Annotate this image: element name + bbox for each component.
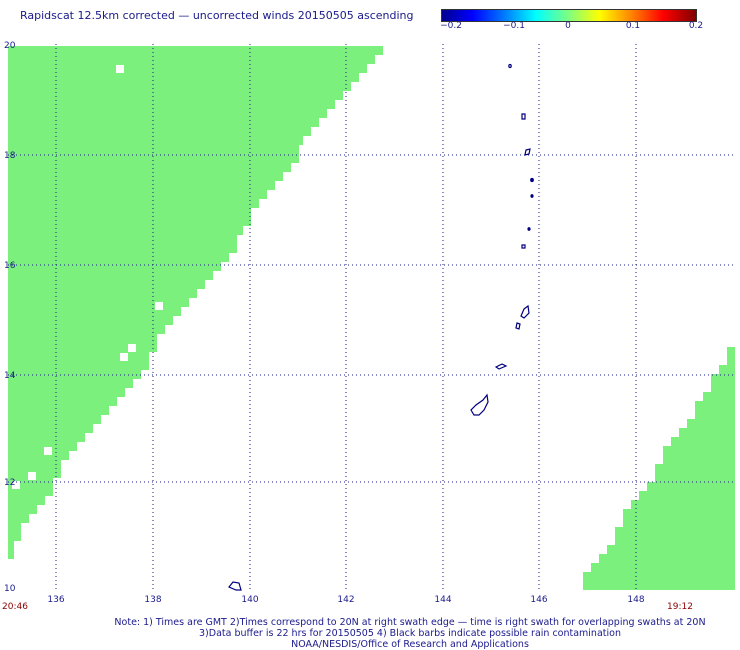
footnotes: Note: 1) Times are GMT 2)Times correspon…	[0, 617, 740, 650]
missing-data-cell	[120, 353, 128, 361]
lat-label: 12	[4, 478, 15, 488]
lon-label: 144	[434, 595, 451, 605]
missing-data-cell	[155, 302, 163, 310]
lat-label: 20	[4, 41, 16, 51]
note-line: 3)Data buffer is 22 hrs for 20150505 4) …	[199, 628, 621, 639]
lon-label: 138	[144, 595, 161, 605]
lon-label: 140	[241, 595, 258, 605]
colorbar-tick: 0.1	[625, 21, 641, 31]
lat-label: 10	[4, 584, 16, 594]
island-outline	[524, 148, 531, 156]
missing-data-cell	[12, 481, 20, 489]
island-outline	[521, 113, 526, 120]
island-guam	[470, 393, 489, 416]
missing-data-cell	[128, 344, 136, 352]
attribution: NOAA/NESDIS/Office of Research and Appli…	[291, 639, 529, 650]
missing-data-cell	[44, 447, 52, 455]
lat-label: 14	[4, 371, 16, 381]
island-tinian	[515, 322, 521, 330]
island-rota	[494, 363, 508, 370]
left-swath-time: 20:46	[2, 602, 28, 610]
lon-label: 142	[337, 595, 354, 605]
island-outline	[527, 227, 531, 231]
left-swath	[8, 46, 383, 559]
lon-label: 136	[47, 595, 64, 605]
lat-label: 16	[4, 261, 16, 271]
lon-label: 148	[627, 595, 644, 605]
island-outline	[508, 63, 512, 69]
island-outline	[530, 194, 534, 198]
lat-label: 18	[4, 151, 16, 161]
land-outlines	[228, 63, 534, 591]
missing-data-cell	[116, 65, 124, 73]
island-saipan	[520, 304, 530, 319]
colorbar-tick: −0.1	[503, 21, 525, 31]
island-outline	[228, 581, 242, 591]
color-scale-bar	[441, 9, 697, 22]
missing-data-cell	[28, 472, 36, 480]
lon-label: 146	[530, 595, 547, 605]
colorbar-tick: 0.2	[688, 21, 704, 31]
map-canvas: 20 18 16 14 12 10 136 138 140 142 144 14…	[2, 41, 735, 610]
colorbar-tick: −0.2	[440, 21, 462, 31]
chart-title: Rapidscat 12.5km corrected — uncorrected…	[20, 9, 414, 22]
note-line: Note: 1) Times are GMT 2)Times correspon…	[114, 617, 706, 628]
right-swath	[583, 347, 735, 590]
graticule	[8, 44, 735, 590]
island-outline	[530, 177, 534, 183]
island-outline	[521, 244, 526, 249]
colorbar-tick: 0	[565, 21, 571, 31]
right-swath-time: 19:12	[667, 602, 693, 610]
